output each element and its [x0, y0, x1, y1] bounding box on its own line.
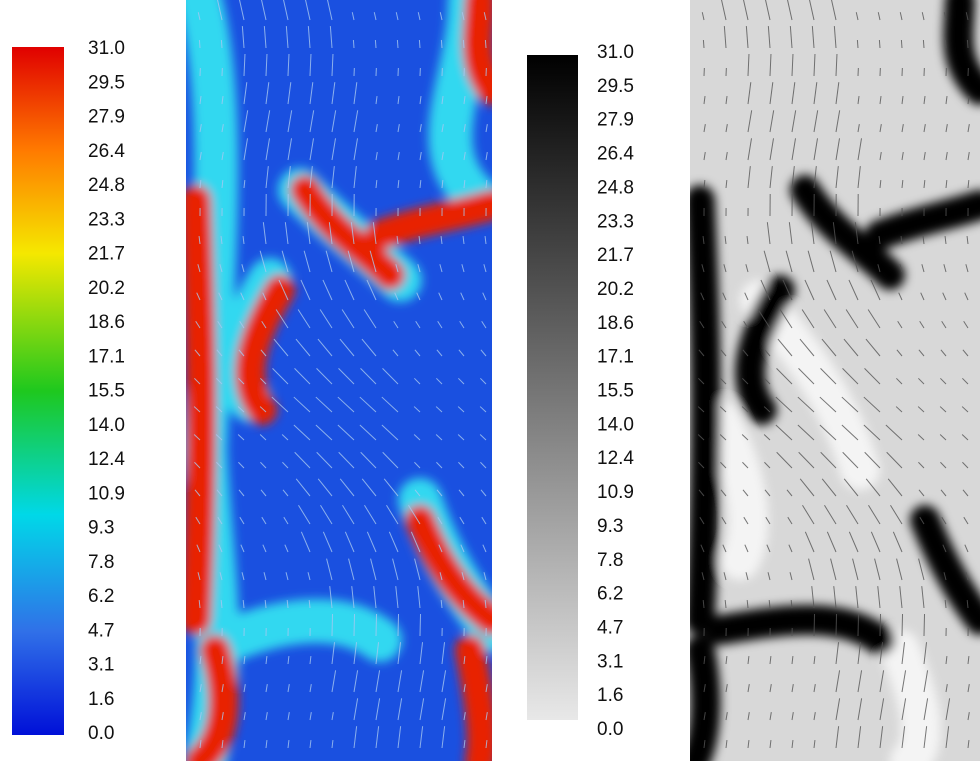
colorbar-jet — [12, 47, 64, 735]
arrow — [901, 40, 902, 48]
colorbar-label: 17.1 — [597, 347, 634, 368]
colorbar-label: 3.1 — [88, 655, 114, 676]
arrow — [353, 40, 354, 48]
arrow — [945, 40, 946, 48]
arrow — [967, 40, 968, 48]
colorbar-gray — [527, 55, 578, 720]
colorbar-label: 26.4 — [88, 141, 125, 162]
colorbar-label: 1.6 — [597, 685, 623, 706]
arrow — [814, 614, 815, 636]
arrow — [923, 40, 924, 48]
colorbar-label: 9.3 — [597, 516, 623, 537]
colorbar-label: 10.9 — [597, 482, 634, 503]
colorbar-label: 27.9 — [597, 110, 634, 131]
color-field — [186, 0, 492, 761]
colorbar-label: 26.4 — [597, 144, 634, 165]
arrow — [836, 614, 837, 636]
colorbar-label: 6.2 — [597, 584, 623, 605]
colorbar-label: 1.6 — [88, 689, 114, 710]
arrow — [419, 40, 420, 48]
arrow — [703, 40, 704, 48]
colorbar-label: 7.8 — [597, 550, 623, 571]
colorbar-label: 12.4 — [88, 449, 125, 470]
colorbar-label: 20.2 — [88, 278, 125, 299]
arrow — [376, 614, 377, 636]
colorbar-label: 31.0 — [597, 42, 634, 63]
colorbar-label: 27.9 — [88, 107, 125, 128]
colorbar-label: 10.9 — [88, 483, 125, 504]
arrow — [879, 40, 880, 48]
arrow — [485, 40, 486, 48]
arrow — [375, 40, 376, 48]
colorbar-label: 6.2 — [88, 586, 114, 607]
figure: 31.0 29.5 27.9 26.4 24.8 23.3 21.7 20.2 18.6 17.1… — [0, 0, 980, 761]
colorbar-label: 24.8 — [88, 175, 125, 196]
colorbar-label: 14.0 — [597, 414, 634, 435]
colorbar-label: 31.0 — [88, 38, 125, 59]
colorbar-label: 24.8 — [597, 177, 634, 198]
colorbar-label: 21.7 — [88, 244, 125, 265]
colorbar-label: 9.3 — [88, 518, 114, 539]
colorbar-label: 4.7 — [597, 617, 623, 638]
colorbar-label: 14.0 — [88, 415, 125, 436]
colorbar-label: 0.0 — [88, 723, 114, 744]
colorbar-label: 15.5 — [597, 381, 634, 402]
colorbar-label: 18.6 — [597, 313, 634, 334]
colorbar-label: 21.7 — [597, 245, 634, 266]
colorbar-label: 29.5 — [88, 72, 125, 93]
gray-field — [690, 0, 980, 761]
arrow — [354, 614, 355, 636]
colorbar-label: 23.3 — [88, 209, 125, 230]
colorbar-label: 23.3 — [597, 211, 634, 232]
colorbar-label: 17.1 — [88, 346, 125, 367]
colorbar-label: 15.5 — [88, 381, 125, 402]
colorbar-label: 3.1 — [597, 651, 623, 672]
arrow — [332, 614, 333, 636]
arrow — [463, 40, 464, 48]
arrow — [398, 614, 399, 636]
colorbar-label: 7.8 — [88, 552, 114, 573]
arrow — [902, 614, 903, 636]
arrow — [397, 40, 398, 48]
arrow — [858, 614, 859, 636]
colorbar-label: 29.5 — [597, 76, 634, 97]
colorbar-label: 12.4 — [597, 448, 634, 469]
arrow — [221, 40, 222, 48]
arrow — [441, 40, 442, 48]
arrow — [199, 40, 200, 48]
arrow — [924, 614, 925, 636]
colorbar-label: 4.7 — [88, 620, 114, 641]
colorbar-label: 20.2 — [597, 279, 634, 300]
arrow — [880, 614, 881, 636]
arrow — [857, 40, 858, 48]
arrow — [420, 614, 421, 636]
colorbar-label: 18.6 — [88, 312, 125, 333]
colorbar-label: 0.0 — [597, 719, 623, 740]
